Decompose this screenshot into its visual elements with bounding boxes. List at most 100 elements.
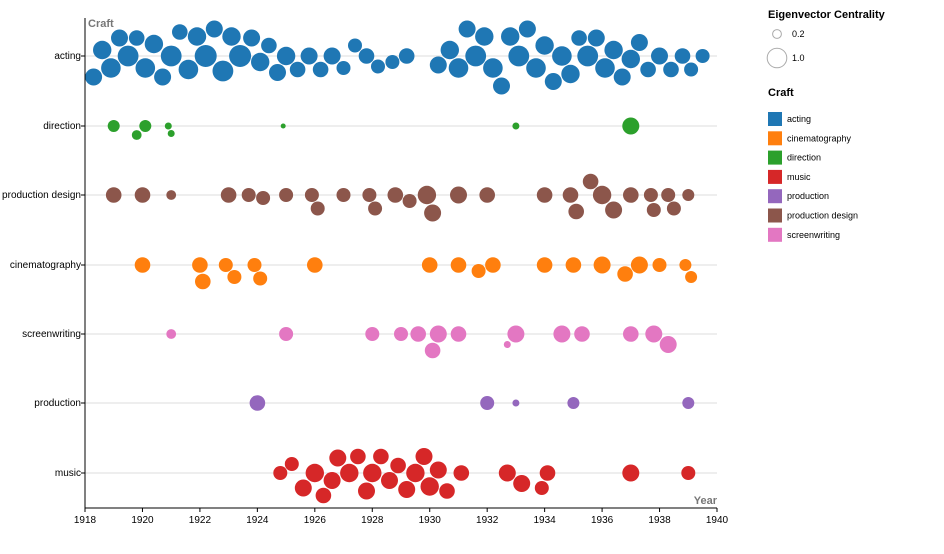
data-point-music xyxy=(273,466,288,480)
data-point-production-design xyxy=(666,201,681,216)
color-legend: Craft acting cinematography direction music… xyxy=(768,87,858,242)
data-point-cinematography xyxy=(247,258,262,272)
data-point-production-design xyxy=(417,185,437,205)
x-tick-label: 1920 xyxy=(131,515,154,526)
size-legend-circle xyxy=(766,47,788,69)
data-point-music xyxy=(294,479,312,497)
color-legend-swatch xyxy=(768,208,782,223)
data-point-music xyxy=(323,472,341,489)
y-tick-label: cinematography xyxy=(10,260,81,271)
size-legend-title: Eigenvector Centrality xyxy=(768,9,886,21)
color-legend-label: acting xyxy=(787,114,811,124)
data-point-acting xyxy=(93,40,112,60)
x-tick-label: 1922 xyxy=(189,515,212,526)
data-point-acting xyxy=(85,68,103,86)
data-point-production-design xyxy=(362,188,377,202)
y-tick-label: production design xyxy=(2,190,81,201)
data-point-production-design xyxy=(646,203,661,217)
data-point-music xyxy=(340,463,359,483)
data-point-production-design xyxy=(568,203,584,220)
data-point-production-design xyxy=(310,201,325,216)
data-point-production-design xyxy=(220,187,237,203)
data-point-cinematography xyxy=(679,259,692,271)
x-tick-label: 1924 xyxy=(246,515,269,526)
data-point-music xyxy=(315,487,332,504)
data-point-acting xyxy=(508,45,530,67)
data-point-music xyxy=(429,461,447,479)
data-point-acting xyxy=(483,58,503,78)
data-point-production-design xyxy=(134,187,151,203)
data-point-acting xyxy=(229,45,252,67)
data-point-acting xyxy=(276,46,296,66)
data-point-acting xyxy=(651,47,668,65)
y-ticks: acting direction production design cinemato… xyxy=(2,51,85,479)
data-point-acting xyxy=(571,30,587,46)
data-point-direction xyxy=(512,122,520,130)
data-point-acting xyxy=(289,61,306,78)
y-axis-title: Craft xyxy=(88,18,114,30)
data-point-acting xyxy=(336,61,351,75)
data-point-acting xyxy=(117,45,139,67)
data-point-music xyxy=(539,465,556,481)
data-point-acting xyxy=(178,59,199,80)
data-point-acting xyxy=(371,59,385,74)
data-point-acting xyxy=(475,27,494,46)
data-point-acting xyxy=(695,49,710,63)
data-point-music xyxy=(681,466,696,480)
data-point-acting xyxy=(358,48,375,64)
data-point-production-design xyxy=(166,190,177,200)
data-point-cinematography xyxy=(195,273,211,290)
data-point-music xyxy=(415,448,433,465)
color-legend-label: direction xyxy=(787,153,821,163)
size-legend-circle xyxy=(772,29,782,39)
x-tick-label: 1934 xyxy=(534,515,557,526)
data-point-direction xyxy=(139,120,152,132)
color-legend-label: screenwriting xyxy=(787,230,840,240)
y-tick-label: screenwriting xyxy=(22,329,81,340)
data-point-acting xyxy=(205,20,223,38)
color-legend-swatch xyxy=(768,189,782,204)
data-point-screenwriting xyxy=(623,326,639,342)
data-point-cinematography xyxy=(307,257,323,273)
gridlines xyxy=(85,55,717,474)
x-tick-label: 1928 xyxy=(361,515,384,526)
x-tick-label: 1938 xyxy=(648,515,671,526)
data-point-screenwriting xyxy=(429,325,447,343)
data-point-production-design xyxy=(304,188,319,202)
data-point-production-design xyxy=(536,187,553,203)
data-point-acting xyxy=(160,45,182,67)
data-point-acting xyxy=(630,34,648,51)
axes: Craft Year 1918 1920 1922 1924 1926 1928 1930 1… xyxy=(2,18,729,526)
data-point-acting xyxy=(465,45,487,67)
data-point-production-design xyxy=(582,173,599,190)
y-tick-label: production xyxy=(34,398,81,409)
y-tick-label: direction xyxy=(43,121,81,132)
data-point-music xyxy=(350,448,366,465)
data-point-acting xyxy=(518,20,536,38)
data-point-production-design xyxy=(450,186,467,204)
color-legend-swatch xyxy=(768,131,782,146)
data-point-production-design xyxy=(256,191,271,205)
data-point-music xyxy=(622,464,640,482)
data-point-acting xyxy=(552,46,572,66)
color-legend-label: production xyxy=(787,191,829,201)
data-point-production-design xyxy=(241,188,256,202)
data-point-production-design xyxy=(592,185,612,205)
data-point-acting xyxy=(587,29,605,47)
data-point-production-design xyxy=(562,187,579,203)
data-point-production xyxy=(480,396,495,410)
data-point-acting xyxy=(187,27,207,46)
data-point-production xyxy=(567,397,580,409)
data-point-production-design xyxy=(643,188,658,202)
data-point-cinematography xyxy=(421,257,438,273)
data-point-direction xyxy=(622,117,640,135)
data-point-acting xyxy=(300,47,318,65)
data-point-screenwriting xyxy=(166,329,177,339)
data-point-acting xyxy=(144,34,164,54)
size-legend: Eigenvector Centrality 0.2 1.0 xyxy=(766,9,886,69)
x-ticks: 1918 1920 1922 1924 1926 1928 1930 1932 1934 1936… xyxy=(74,508,729,526)
data-point-screenwriting xyxy=(424,342,441,359)
data-point-music xyxy=(305,463,324,483)
data-point-acting xyxy=(312,61,329,78)
data-point-cinematography xyxy=(218,258,233,272)
